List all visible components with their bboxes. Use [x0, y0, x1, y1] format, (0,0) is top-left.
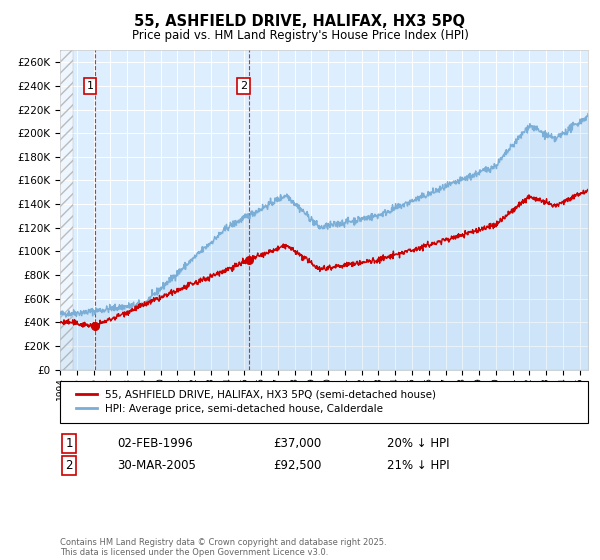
FancyBboxPatch shape	[60, 381, 588, 423]
Text: 30-MAR-2005: 30-MAR-2005	[117, 459, 196, 473]
Text: Price paid vs. HM Land Registry's House Price Index (HPI): Price paid vs. HM Land Registry's House …	[131, 29, 469, 42]
Bar	[60, 50, 73, 370]
Bar	[60, 50, 73, 370]
Point	[244, 256, 253, 265]
Text: 1: 1	[86, 81, 94, 91]
Text: 20% ↓ HPI: 20% ↓ HPI	[387, 437, 449, 450]
Text: 02-FEB-1996: 02-FEB-1996	[117, 437, 193, 450]
Text: Contains HM Land Registry data © Crown copyright and database right 2025.
This d: Contains HM Land Registry data © Crown c…	[60, 538, 386, 557]
Legend: 55, ASHFIELD DRIVE, HALIFAX, HX3 5PQ (semi-detached house), HPI: Average price, : 55, ASHFIELD DRIVE, HALIFAX, HX3 5PQ (se…	[70, 385, 441, 419]
Text: £92,500: £92,500	[273, 459, 322, 473]
Text: 55, ASHFIELD DRIVE, HALIFAX, HX3 5PQ: 55, ASHFIELD DRIVE, HALIFAX, HX3 5PQ	[134, 14, 466, 29]
Text: 2: 2	[240, 81, 247, 91]
Point	[90, 321, 100, 330]
Text: 21% ↓ HPI: 21% ↓ HPI	[387, 459, 449, 473]
Text: 2: 2	[65, 459, 73, 473]
Text: £37,000: £37,000	[273, 437, 321, 450]
Text: 1: 1	[65, 437, 73, 450]
